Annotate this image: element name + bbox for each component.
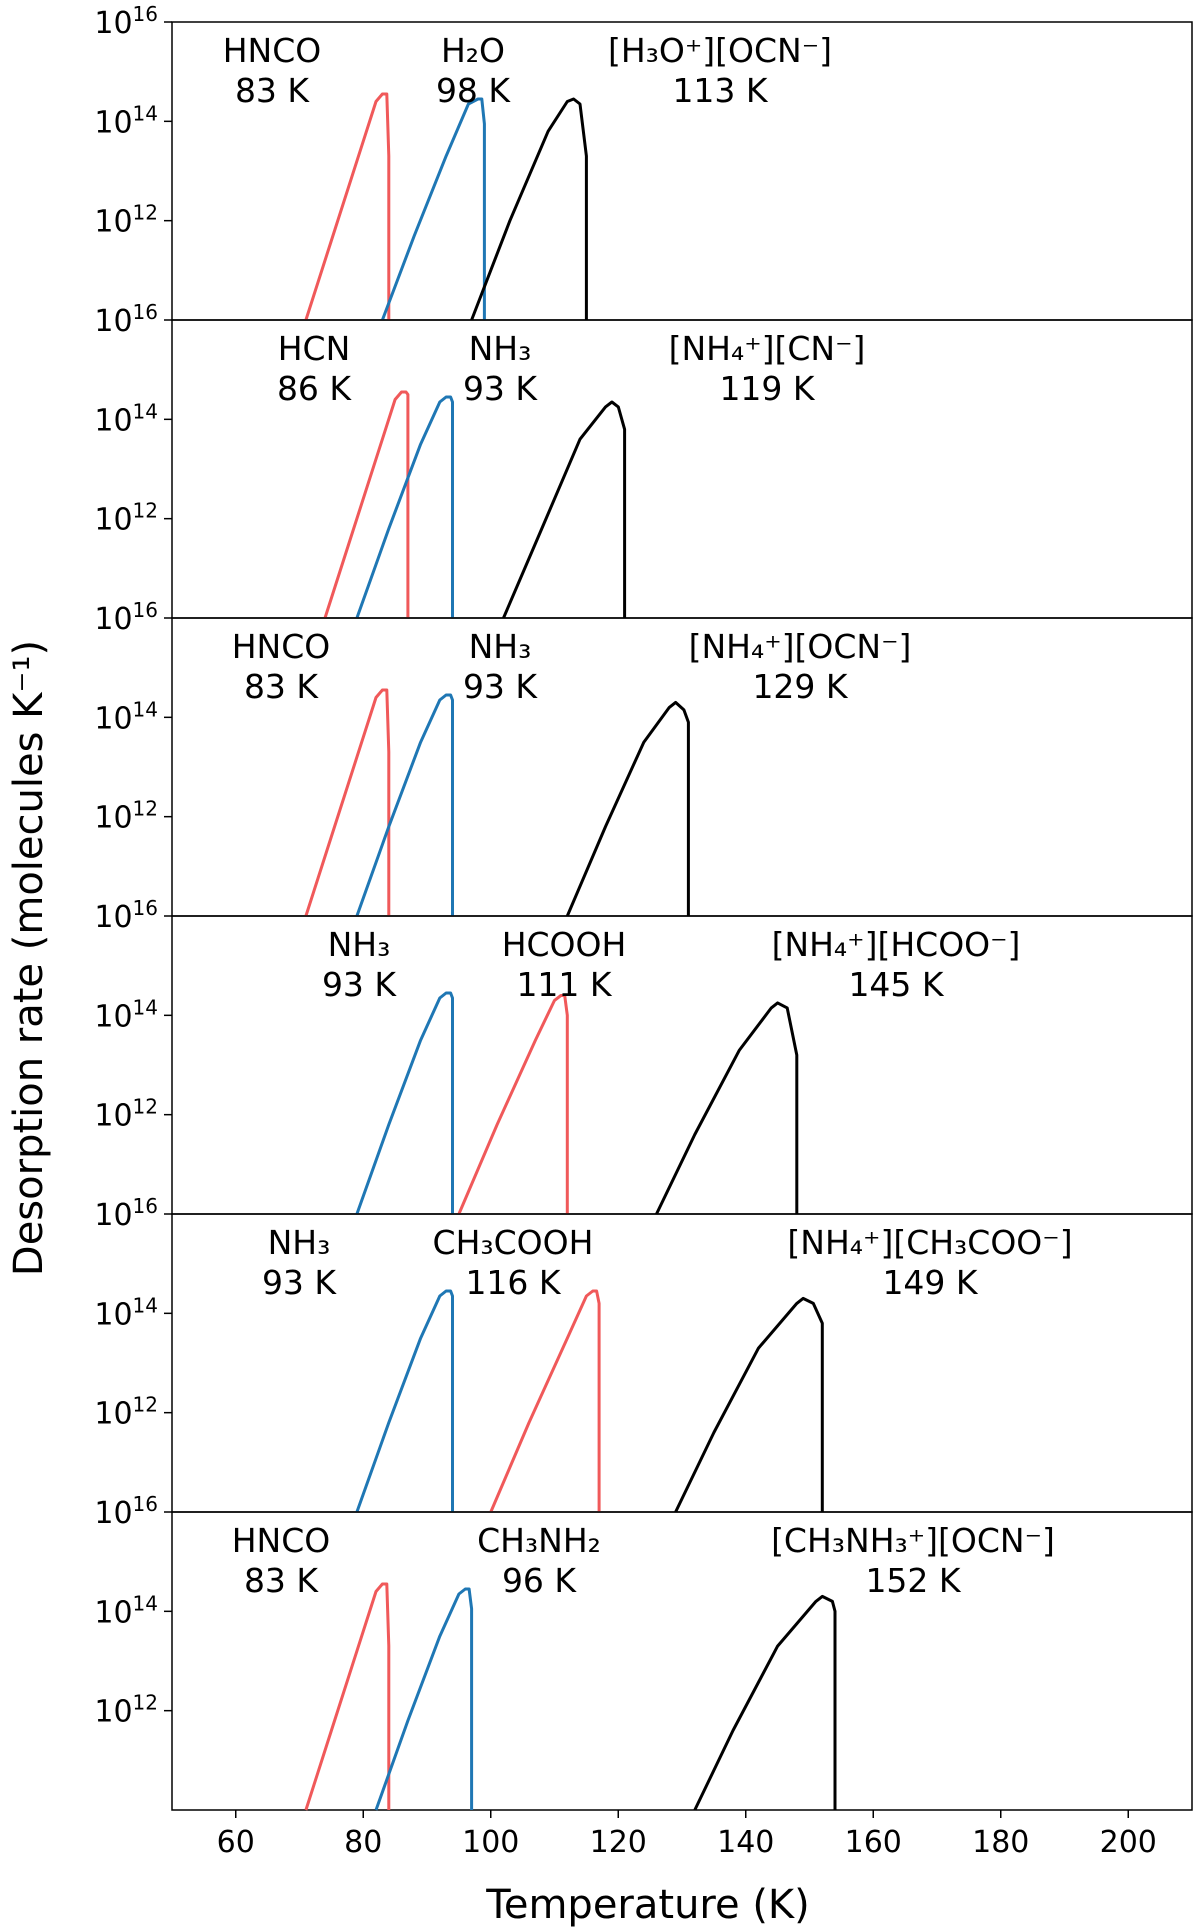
species-label: [NH₄⁺][OCN⁻]: [689, 627, 912, 666]
series-line-blue: [355, 1289, 454, 1513]
peak-temperature-label: 93 K: [463, 369, 538, 408]
y-tick-label: 1012: [94, 499, 158, 538]
y-tick-label: 1014: [94, 399, 158, 438]
x-tick-label: 60: [217, 1825, 255, 1860]
peak-temperature-label: 119 K: [719, 369, 815, 408]
peak-temperature-label: 96 K: [502, 1561, 577, 1600]
series-line-red: [304, 92, 391, 321]
peak-temperature-label: 116 K: [465, 1263, 561, 1302]
species-label: [H₃O⁺][OCN⁻]: [608, 31, 832, 70]
panel-frame: [171, 915, 1193, 1215]
y-tick-label: 1014: [94, 1591, 158, 1630]
series-line-black: [502, 400, 627, 619]
species-label: HNCO: [232, 627, 331, 666]
series-line-black: [655, 1001, 799, 1215]
y-tick-label: 1014: [94, 697, 158, 736]
y-tick-label: 1016: [94, 896, 158, 935]
peak-temperature-label: 149 K: [882, 1263, 978, 1302]
x-tick-label: 120: [590, 1825, 647, 1860]
y-tick-label: 1016: [94, 1194, 158, 1233]
series-line-blue: [355, 693, 454, 917]
species-label: HCOOH: [502, 925, 627, 964]
species-label: HNCO: [232, 1521, 331, 1560]
series-line-red: [304, 688, 391, 917]
peak-temperature-label: 93 K: [262, 1263, 337, 1302]
species-label: NH₃: [268, 1223, 331, 1262]
series-line-blue: [380, 97, 486, 321]
peak-temperature-label: 83 K: [244, 1561, 319, 1600]
y-tick-label: 1012: [94, 797, 158, 836]
series-line-blue: [374, 1587, 474, 1811]
x-tick-label: 160: [845, 1825, 902, 1860]
series-line-black: [565, 700, 690, 917]
y-tick-label: 1016: [94, 598, 158, 637]
peak-temperature-label: 129 K: [752, 667, 848, 706]
y-tick-label: 1012: [94, 1691, 158, 1730]
species-label: [NH₄⁺][HCOO⁻]: [772, 925, 1021, 964]
species-label: HCN: [278, 329, 351, 368]
species-label: NH₃: [469, 627, 532, 666]
panel-frame: [171, 1511, 1193, 1811]
y-axis-label: Desorption rate (molecules K⁻¹): [6, 640, 52, 1276]
peak-temperature-label: 83 K: [235, 71, 310, 110]
x-tick-label: 100: [462, 1825, 519, 1860]
species-label: [NH₄⁺][CN⁻]: [669, 329, 866, 368]
y-tick-label: 1016: [94, 300, 158, 339]
peak-temperature-label: 86 K: [277, 369, 352, 408]
x-tick-label: 140: [717, 1825, 774, 1860]
x-tick-label: 180: [972, 1825, 1029, 1860]
x-tick-label: 200: [1100, 1825, 1157, 1860]
peak-temperature-label: 93 K: [463, 667, 538, 706]
y-tick-label: 1012: [94, 1393, 158, 1432]
x-axis-label: Temperature (K): [485, 1882, 810, 1928]
series-line-black: [470, 97, 588, 321]
peak-temperature-label: 83 K: [244, 667, 319, 706]
species-label: CH₃COOH: [433, 1223, 594, 1262]
species-label: [CH₃NH₃⁺][OCN⁻]: [771, 1521, 1055, 1560]
y-tick-label: 1014: [94, 1293, 158, 1332]
y-tick-label: 1012: [94, 201, 158, 240]
peak-temperature-label: 145 K: [848, 965, 944, 1004]
peak-temperature-label: 93 K: [322, 965, 397, 1004]
series-line-blue: [355, 991, 454, 1215]
series-line-red: [304, 1582, 391, 1811]
species-label: HNCO: [223, 31, 322, 70]
series-line-red: [323, 390, 410, 619]
y-tick-label: 1014: [94, 995, 158, 1034]
peak-temperature-label: 98 K: [436, 71, 511, 110]
species-label: NH₃: [328, 925, 391, 964]
x-tick-label: 80: [344, 1825, 382, 1860]
y-tick-label: 1016: [94, 2, 158, 41]
y-tick-label: 1014: [94, 101, 158, 140]
species-label: [NH₄⁺][CH₃COO⁻]: [787, 1223, 1072, 1262]
series-line-red: [457, 994, 569, 1215]
series-line-blue: [355, 395, 454, 619]
series-line-black: [693, 1594, 837, 1811]
species-label: H₂O: [441, 31, 505, 70]
y-tick-label: 1012: [94, 1095, 158, 1134]
y-tick-label: 1016: [94, 1492, 158, 1531]
peak-temperature-label: 152 K: [865, 1561, 961, 1600]
species-label: CH₃NH₂: [477, 1521, 601, 1560]
series-line-black: [674, 1296, 824, 1513]
series-line-red: [489, 1289, 601, 1513]
species-label: NH₃: [469, 329, 532, 368]
peak-temperature-label: 111 K: [516, 965, 612, 1004]
peak-temperature-label: 113 K: [672, 71, 768, 110]
